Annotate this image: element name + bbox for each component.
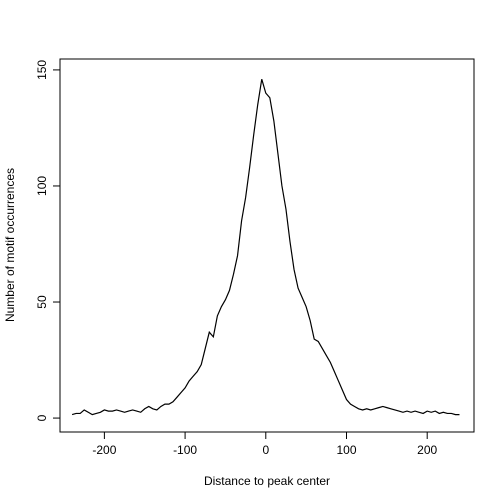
data-line	[71, 79, 460, 416]
y-tick-label: 150	[35, 60, 49, 80]
x-axis-label: Distance to peak center	[204, 474, 330, 488]
x-tick-label: -100	[173, 443, 197, 457]
y-tick-label: 100	[35, 176, 49, 196]
x-tick-label: 0	[262, 443, 269, 457]
y-axis-label: Number of motif occurrences	[3, 168, 17, 322]
plot-frame	[59, 58, 475, 433]
y-tick-label: 50	[35, 295, 49, 309]
x-tick-label: -200	[92, 443, 116, 457]
y-tick-label: 0	[35, 414, 49, 421]
x-tick-label: 100	[336, 443, 356, 457]
x-tick-label: 200	[417, 443, 437, 457]
